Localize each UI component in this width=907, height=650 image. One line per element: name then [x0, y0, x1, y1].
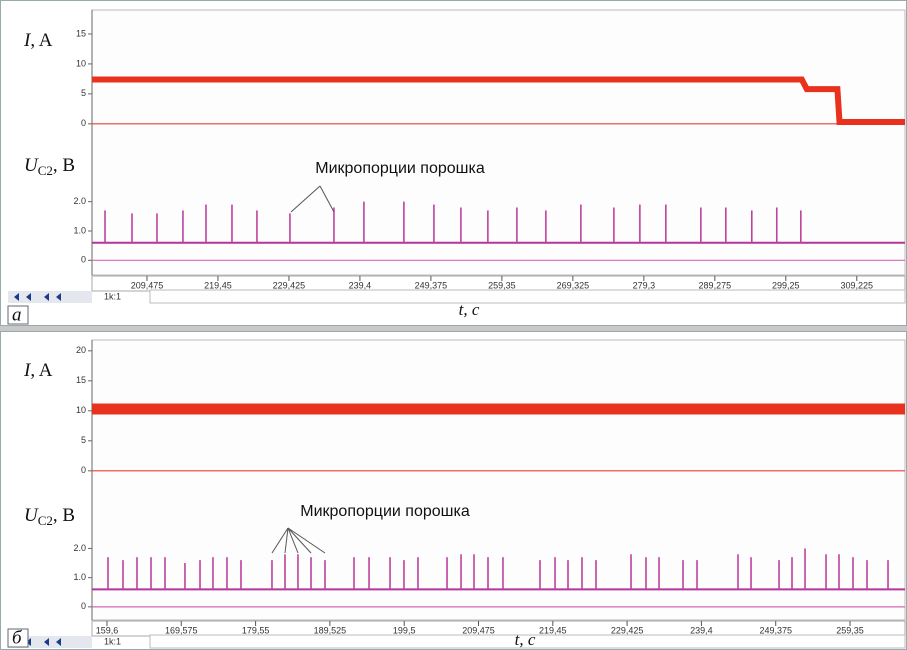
x-tick-label: 269,325 [557, 280, 590, 290]
x-tick-label: 229,425 [273, 280, 306, 290]
zoom-label: 1k:1 [104, 291, 121, 301]
panel-label-box [7, 305, 29, 325]
x-tick-label: 259,35 [488, 280, 516, 290]
y-tick-label: 0 [81, 255, 86, 265]
annotation: Микропорции порошка [300, 503, 470, 520]
y-tick-label: 10 [76, 58, 86, 68]
plot-area [91, 339, 906, 621]
pointer [319, 185, 335, 213]
x-tick-label: 279,3 [633, 280, 656, 290]
nav-icon [44, 293, 49, 301]
y-label-symbol: U [24, 155, 39, 176]
y-tick-label: 0 [81, 465, 86, 475]
x-tick-label: 169,575 [165, 625, 198, 635]
x-tick-label: 209,475 [462, 625, 495, 635]
toolbar [8, 291, 92, 303]
y-label-unit: , A [30, 30, 52, 51]
nav-icon [14, 293, 19, 301]
separator [0, 326, 907, 331]
y-label-symbol: I [23, 360, 32, 381]
x-tick-label: 239,4 [349, 280, 372, 290]
x-tick-label: 209,475 [131, 280, 164, 290]
y-tick-label: 10 [76, 405, 86, 415]
pointer [287, 527, 312, 554]
y-tick-label: 5 [81, 88, 86, 98]
y-label-symbol: I [23, 30, 32, 51]
x-tick-label: 179,55 [242, 625, 270, 635]
pointer [287, 527, 326, 554]
y-tick-label: 2.0 [73, 543, 86, 553]
x-tick-label: 309,225 [841, 280, 874, 290]
y-label-symbol: U [24, 505, 39, 526]
annotation: Микропорции порошка [315, 160, 485, 177]
y-tick-label: 5 [81, 435, 86, 445]
y-tick-label: 0 [81, 601, 86, 611]
y-tick-label: 20 [76, 345, 86, 355]
x-tick-label: 199,5 [393, 625, 416, 635]
panel-label: а [12, 304, 22, 325]
pointer [290, 185, 321, 213]
x-tick-label: 239,4 [690, 625, 713, 635]
y-label-unit: , A [30, 360, 52, 381]
y-tick-label: 15 [76, 28, 86, 38]
y-axis-label: UC2, В [24, 505, 75, 528]
y-axis-label: UC2, В [24, 155, 75, 178]
current-line [92, 76, 905, 125]
y-axis-label: I, A [23, 360, 53, 381]
zoom-label: 1k:1 [104, 636, 121, 646]
x-tick-label: 229,425 [611, 625, 644, 635]
y-label-unit: , В [53, 505, 75, 526]
y-tick-label: 15 [76, 375, 86, 385]
panel-label-box [7, 628, 29, 648]
y-label-subscript: C2 [38, 163, 53, 178]
x-tick-label: 219,45 [204, 280, 232, 290]
plot-area [91, 9, 906, 276]
x-tick-label: 249,375 [759, 625, 792, 635]
y-label-unit: , В [53, 155, 75, 176]
pointer [287, 527, 299, 554]
x-axis-label: t, с [515, 630, 536, 649]
x-tick-label: 299,25 [772, 280, 800, 290]
scroll-track [149, 634, 906, 649]
y-tick-label: 2.0 [73, 196, 86, 206]
panel-label: б [12, 627, 23, 648]
scroll-track [149, 289, 906, 304]
x-tick-label: 249,375 [415, 280, 448, 290]
x-axis-label: t, с [459, 300, 480, 319]
y-tick-label: 1.0 [73, 225, 86, 235]
nav-icon [56, 638, 61, 646]
y-label-subscript: C2 [38, 513, 53, 528]
pointer [271, 527, 289, 554]
annotation-pointers [271, 185, 335, 554]
x-tick-label: 159,6 [96, 625, 119, 635]
x-tick-label: 259,35 [836, 625, 864, 635]
nav-icon [56, 293, 61, 301]
toolbar [8, 636, 92, 648]
y-tick-label: 0 [81, 118, 86, 128]
x-tick-label: 189,525 [314, 625, 347, 635]
nav-icon [44, 638, 49, 646]
y-axis-label: I, A [23, 30, 53, 51]
x-tick-label: 219,45 [539, 625, 567, 635]
x-tick-label: 289,275 [699, 280, 732, 290]
nav-icon [26, 293, 31, 301]
y-tick-label: 1.0 [73, 572, 86, 582]
pointer [284, 527, 289, 554]
